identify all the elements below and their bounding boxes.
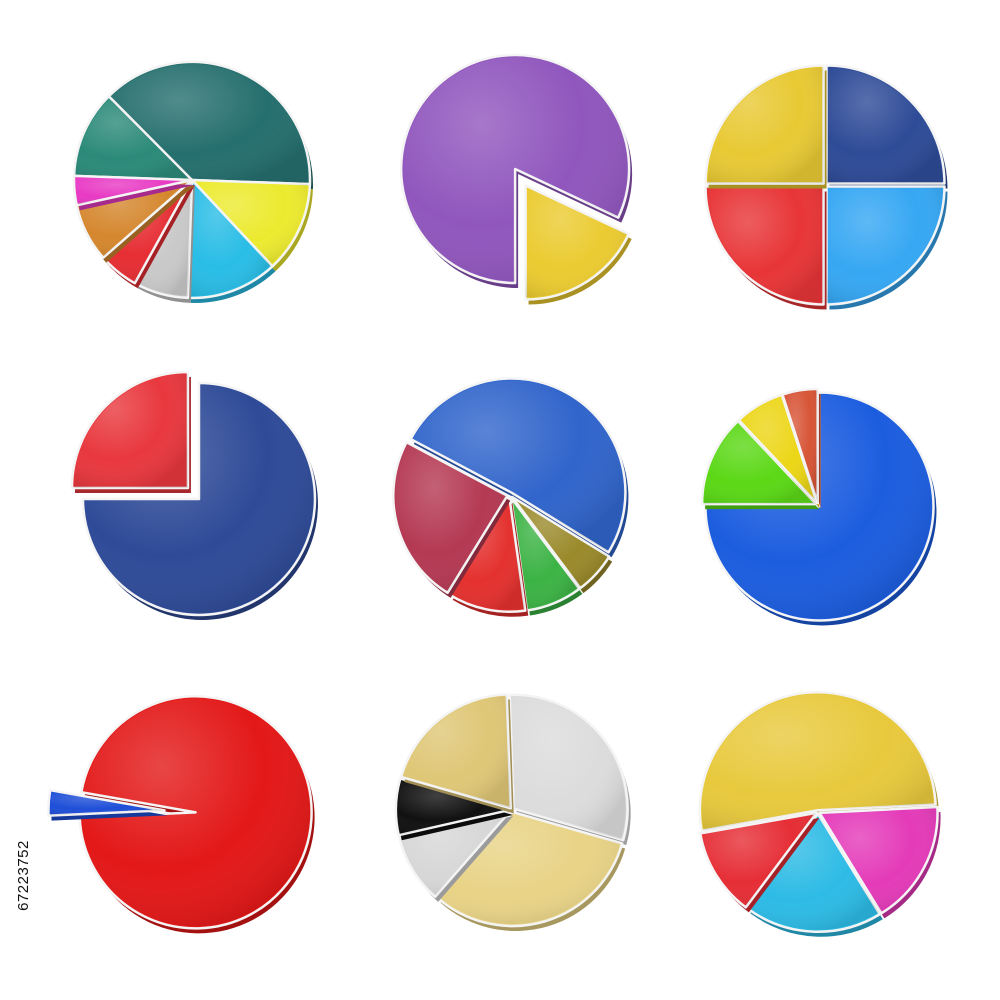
pie-chart-6: [700, 387, 937, 626]
pie-1-slice-3: [190, 178, 313, 272]
pie-chart-4: [70, 370, 318, 620]
pie-chart-3: [704, 64, 948, 310]
pie-chart-7: [47, 695, 315, 934]
pie-chart-2: [399, 53, 633, 305]
pie-3-slice-1: [825, 64, 948, 189]
pie-4-slice-2: [70, 370, 191, 493]
pie-3-slice-3: [704, 185, 827, 310]
pie-chart-1: [72, 60, 314, 304]
pie-8-slice-1: [508, 693, 631, 846]
pie-9-slice-3: [745, 812, 883, 937]
pie-3-slice-2: [825, 185, 948, 310]
pie-1-slice-2: [107, 60, 314, 190]
pie-6-slice-1: [704, 391, 937, 626]
pie-chart-9: [698, 690, 941, 937]
stock-id-label: 67223752: [12, 775, 34, 975]
stock-id-text: 67223752: [14, 839, 32, 911]
pie-chart-8: [394, 693, 631, 932]
pie-1-slice-1: [72, 95, 195, 185]
pie-8-slice-4: [394, 777, 513, 841]
pie-8-slice-2: [436, 810, 626, 932]
pie-7-slice-1: [78, 695, 315, 934]
pie-3-slice-4: [704, 64, 827, 189]
pie-5-slice-3: [509, 496, 583, 616]
pie-2-slice-1: [399, 53, 633, 289]
pie-9-slice-2: [818, 805, 941, 919]
pie-9-slice-1: [698, 690, 939, 836]
pie-9-slice-4: [699, 811, 820, 913]
pie-5-slice-2: [510, 495, 613, 594]
pie-6-slice-4: [781, 387, 821, 508]
pie-8-slice-5: [399, 693, 514, 814]
pie-6-slice-2: [700, 419, 820, 510]
pie-1-slice-8: [72, 174, 195, 211]
pie-5-slice-1: [409, 377, 629, 558]
pie-5-slice-5: [392, 440, 511, 598]
pie-1-slice-4: [186, 178, 276, 304]
pie-chart-5: [392, 377, 629, 617]
pie-2-slice-2: [524, 184, 632, 305]
pie-4-slice-1: [81, 381, 318, 620]
pie-7-slice-2: [47, 788, 168, 821]
